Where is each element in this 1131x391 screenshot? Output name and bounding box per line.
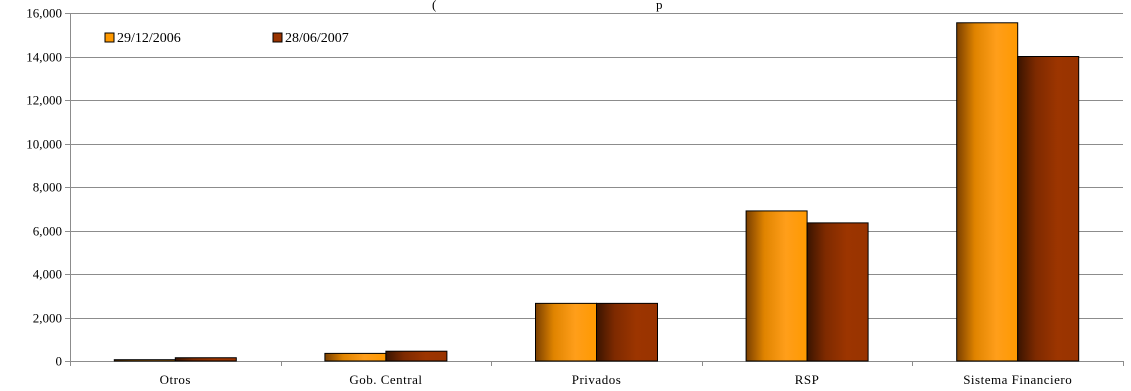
x-axis: Otros Gob. Central Privados RSP Sistema Fina… (70, 361, 1124, 387)
x-category-label: Gob. Central (349, 372, 422, 387)
bars (113, 22, 1080, 362)
chart-title-fragment-left: ( (432, 0, 436, 12)
bar-series1 (745, 210, 808, 362)
gridlines (70, 13, 1123, 362)
legend-swatch (272, 32, 283, 43)
y-tick-label: 4,000 (33, 267, 62, 282)
y-tick-label: 10,000 (26, 137, 62, 152)
bar-series1 (535, 302, 597, 362)
y-tick-label: 0 (56, 354, 63, 369)
legend: 29/12/2006 28/06/2007 (104, 31, 349, 46)
bar-series2 (385, 350, 448, 362)
chart-title-fragment-right: p (656, 0, 663, 12)
x-category-label: RSP (795, 372, 820, 387)
x-category-label: Sistema Financiero (963, 372, 1072, 387)
bar-series1 (113, 359, 176, 362)
x-category-label: Otros (160, 372, 191, 387)
y-tick-label: 2,000 (33, 311, 62, 326)
legend-label: 28/06/2007 (285, 31, 349, 46)
y-tick-label: 8,000 (33, 180, 62, 195)
y-axis: 0 2,000 4,000 6,000 8,000 10,000 12,000 14,000 1… (26, 6, 71, 369)
bar-series1 (324, 352, 387, 362)
x-category-label: Privados (572, 372, 622, 387)
y-tick-label: 14,000 (26, 50, 62, 65)
y-tick-label: 6,000 (33, 224, 62, 239)
y-tick-label: 12,000 (26, 93, 62, 108)
y-tick-label: 16,000 (26, 6, 62, 21)
bar-series2 (806, 222, 869, 362)
bar-series2 (174, 357, 237, 362)
legend-swatch (104, 32, 115, 43)
bar-series2 (1017, 56, 1080, 362)
bar-series2 (596, 302, 658, 362)
legend-label: 29/12/2006 (117, 31, 181, 46)
bar-series1 (956, 22, 1019, 362)
